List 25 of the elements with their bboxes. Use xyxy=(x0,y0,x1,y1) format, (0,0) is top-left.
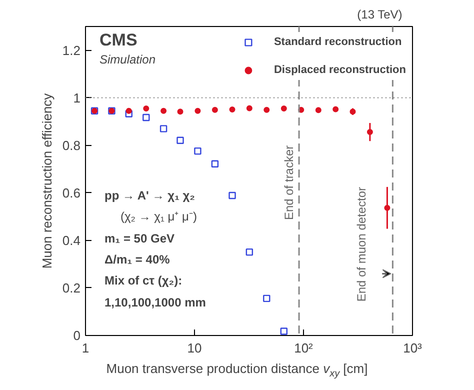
annotation: pp → A' → χ₁ χ₂ xyxy=(104,188,196,202)
ref-line-label: End of tracker xyxy=(282,145,296,220)
y-tick-label: 0 xyxy=(73,328,81,343)
annotation: CMS xyxy=(100,30,138,50)
legend-label: Displaced reconstruction xyxy=(274,64,406,76)
x-tick-label: 10³ xyxy=(403,340,423,356)
annotation: 1,10,100,1000 mm xyxy=(104,296,206,310)
y-tick-label: 0.6 xyxy=(62,185,81,200)
y-axis-title: Muon reconstruction efficiency xyxy=(39,92,54,269)
y-tick-label: 0.4 xyxy=(62,232,81,248)
y-tick-label: 0.2 xyxy=(62,280,81,296)
x-tick-label: 10 xyxy=(187,340,202,356)
ref-line-label: End of muon detector xyxy=(354,186,369,302)
x-axis-title: Muon transverse production distance v$_{xy}$ [cm] xyxy=(105,360,369,382)
annotation: Mix of cτ (χ₂): xyxy=(104,274,182,288)
text: (13 TeV) xyxy=(357,8,402,22)
y-tick-label: 1.2 xyxy=(62,42,81,58)
annotation: (χ₂ → χ₁ μ⁺ μ⁻) xyxy=(120,210,197,224)
annotation: Δ/m₁ = 40% xyxy=(104,252,170,266)
legend-label: Standard reconstruction xyxy=(274,36,402,48)
x-tick-label: 10² xyxy=(294,340,314,356)
y-tick-label: 0.8 xyxy=(62,138,81,153)
y-tick-label: 1 xyxy=(73,90,81,106)
annotation: Simulation xyxy=(100,52,156,66)
annotation: m₁ = 50 GeV xyxy=(104,232,175,246)
